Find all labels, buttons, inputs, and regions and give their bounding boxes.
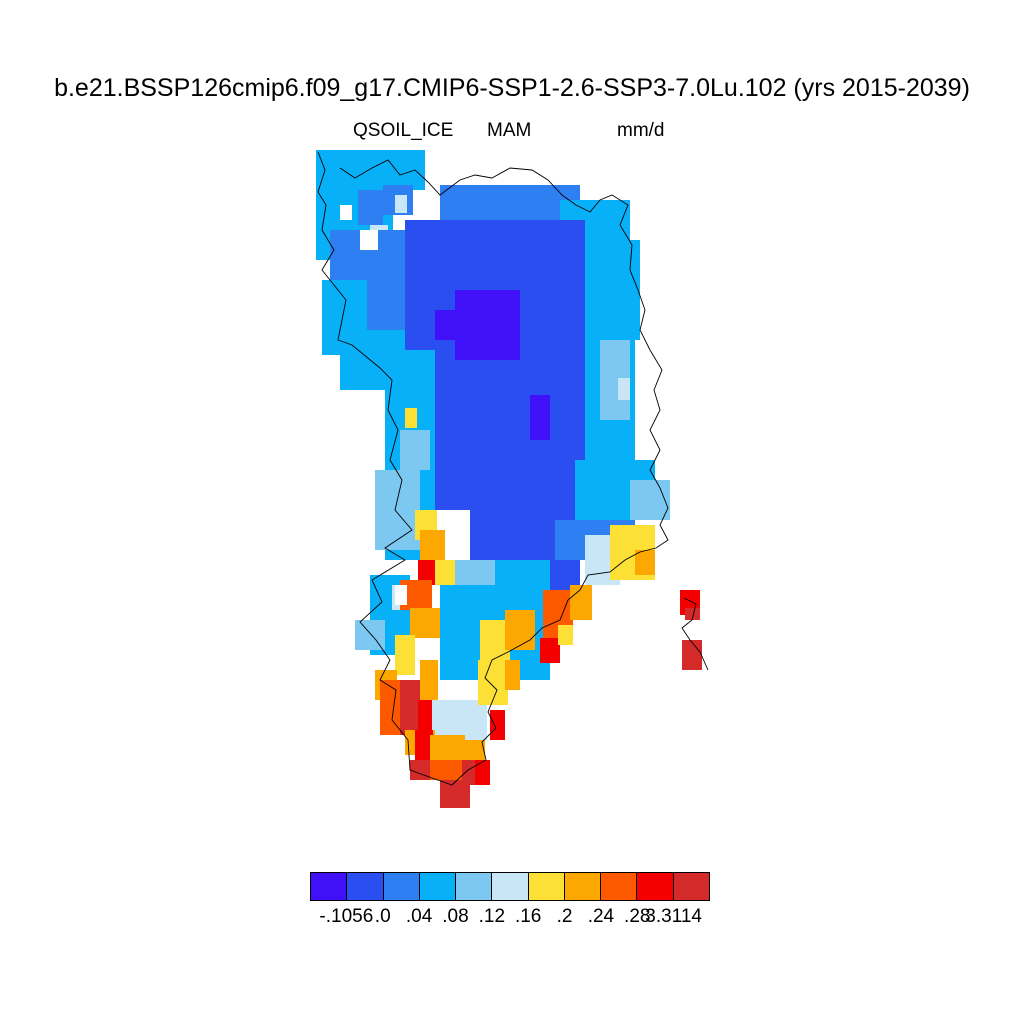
grid-cell (405, 408, 417, 428)
colorbar-tick-label: .0 (374, 906, 391, 927)
grid-cell (682, 640, 702, 670)
grid-cell (630, 480, 670, 520)
grid-cell (418, 560, 438, 585)
colorbar (310, 872, 710, 901)
grid-cell (340, 205, 352, 220)
grid-cell (360, 230, 378, 250)
colorbar-tick-label: .08 (442, 906, 469, 927)
colorbar-tick-label: .24 (587, 906, 615, 927)
grid-cell (440, 780, 470, 808)
colorbar-tick-label: .16 (514, 906, 542, 927)
colorbar-box (673, 873, 709, 900)
colorbar-box (564, 873, 602, 900)
colorbar-labels: -.1056.0 .04 .08 .12 .16 .2 .24 .28 3.3114 (0, 906, 1024, 932)
grid-cell (395, 585, 407, 605)
grid-cell (490, 710, 505, 740)
colorbar-tick-label: .2 (556, 906, 573, 927)
coastline (317, 151, 709, 786)
grid-cell (618, 378, 630, 400)
colorbar-box (528, 873, 565, 900)
colorbar-box (419, 873, 457, 900)
grid-cell (420, 660, 438, 700)
grid-cell (355, 620, 385, 650)
grid-cell (400, 680, 422, 735)
colorbar-box (456, 873, 493, 900)
grid-cell (462, 760, 477, 785)
plot-title: b.e21.BSSP126cmip6.f09_g17.CMIP6-SSP1-2.… (54, 74, 970, 102)
grid-cell (435, 310, 480, 340)
colorbar-box (601, 873, 638, 900)
grid-cell (435, 560, 455, 585)
units-label: mm/d (617, 120, 665, 141)
grid-cell (478, 660, 508, 705)
colorbar-tick-label: .04 (405, 906, 433, 927)
grid-cell (530, 395, 550, 440)
grid-cell (380, 680, 400, 735)
variable-label: QSOIL_ICE (353, 120, 454, 141)
grid-cell (432, 700, 487, 740)
grid-cell (393, 150, 425, 190)
grid-cell (400, 430, 430, 470)
grid-cell (395, 635, 415, 675)
colorbar-tick-label: .28 (624, 906, 651, 927)
season-label: MAM (487, 120, 532, 141)
grid-cell (415, 730, 433, 760)
grid-cell (375, 470, 420, 550)
coastline-island-1 (681, 597, 709, 671)
colorbar-tick-label: -.1056 (319, 906, 374, 927)
grid-cell (505, 610, 535, 650)
colorbar-box (637, 873, 674, 900)
grid-cell (420, 530, 445, 560)
colorbar-box (383, 873, 420, 900)
grid-cell (410, 608, 440, 638)
grid-cell (430, 760, 465, 780)
grid-cell (558, 625, 573, 645)
colorbar-box (311, 873, 348, 900)
grid-cell (455, 560, 495, 585)
grid-cell (635, 550, 655, 575)
colorbar-box (492, 873, 529, 900)
map-cells (316, 150, 702, 808)
colorbar-tick-label: 3.3114 (645, 906, 702, 927)
grid-cell (395, 195, 407, 213)
grid-cell (475, 760, 490, 785)
grid-cell (358, 190, 383, 225)
colorbar-tick-label: .12 (478, 906, 506, 927)
coastline-west (317, 151, 669, 786)
grid-cell (570, 585, 592, 620)
grid-cell (505, 660, 520, 690)
grid-cell (420, 340, 590, 510)
colorbar-box (347, 873, 384, 900)
grid-cell (410, 760, 430, 780)
grid-cell (540, 638, 560, 663)
grid-cell (685, 608, 700, 620)
